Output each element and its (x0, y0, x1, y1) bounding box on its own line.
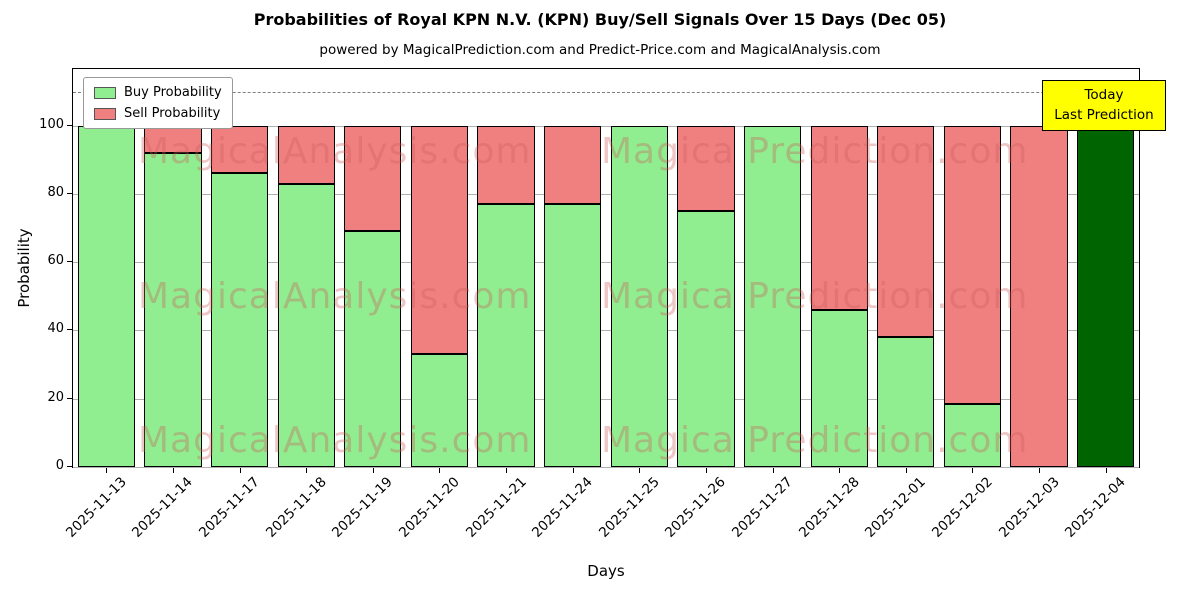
legend-item-sell: Sell Probability (94, 106, 222, 121)
x-tick-text: 2025-12-03 (995, 474, 1063, 541)
y-tick-mark (67, 261, 72, 263)
buy-bar-2025-11-27 (743, 125, 802, 467)
buy-bar-2025-11-25 (610, 125, 668, 467)
chart-title: Probabilities of Royal KPN N.V. (KPN) Bu… (253, 10, 947, 29)
y-tick-label: 80 (47, 184, 64, 200)
x-tick-text: 2025-11-28 (795, 474, 863, 541)
x-tick-mark (905, 468, 907, 473)
x-tick-text: 2025-11-21 (462, 474, 530, 541)
watermark-left: MagicalAnalysis.com (138, 131, 532, 172)
y-tick-label: 60 (47, 253, 64, 269)
sell-bar-2025-12-02 (943, 125, 1002, 404)
buy-bar-2025-11-26 (677, 211, 735, 467)
y-tick-label: 0 (55, 458, 64, 473)
y-tick-label: 100 (39, 116, 64, 132)
x-tick-mark (172, 468, 174, 473)
sell-probability-swatch-icon (94, 107, 116, 120)
watermark-right: Magica Prediction.com (601, 276, 1029, 317)
gridline-100 (73, 125, 1139, 127)
sell-bar-2025-12-03 (1010, 125, 1068, 467)
buy-bar-2025-11-19 (344, 231, 402, 467)
x-tick-mark (1039, 468, 1041, 473)
sell-bar-2025-11-24 (544, 125, 602, 205)
sell-bar-2025-11-19 (344, 125, 402, 232)
x-tick-text: 2025-11-25 (595, 474, 663, 541)
x-tick-mark (506, 468, 508, 473)
gridline-40 (73, 330, 1139, 332)
x-tick-mark (972, 468, 974, 473)
gridline-60 (73, 262, 1139, 264)
x-tick-mark (306, 468, 308, 473)
buy-bar-2025-11-14 (144, 152, 202, 467)
gridline-20 (73, 398, 1139, 400)
today-box: Today Last Prediction (1042, 80, 1166, 131)
legend-item-buy: Buy Probability (94, 85, 222, 100)
chart-subtitle: powered by MagicalPrediction.com and Pre… (319, 42, 881, 58)
buy-bar-2025-11-17 (210, 173, 269, 467)
x-tick-mark (106, 468, 108, 473)
x-axis-label: Days (587, 562, 625, 580)
today-box-line1: Today (1084, 87, 1124, 103)
buy-bar-2025-12-02 (943, 403, 1002, 467)
buy-probability-swatch-icon (94, 86, 116, 99)
watermark-right: Magica Prediction.com (601, 131, 1029, 172)
x-tick-text: 2025-11-20 (395, 474, 463, 541)
legend-sell-label: Sell Probability (124, 106, 221, 121)
x-tick-mark (372, 468, 374, 473)
x-tick-mark (772, 468, 774, 473)
y-tick-mark (67, 466, 72, 467)
x-tick-mark (439, 468, 441, 473)
y-tick-label: 40 (47, 321, 64, 337)
sell-bar-2025-11-14 (144, 125, 202, 153)
x-tick-text: 2025-12-01 (862, 474, 930, 541)
y-tick-mark (67, 124, 72, 126)
x-tick-text: 2025-12-04 (1062, 474, 1130, 541)
x-tick-mark (705, 468, 707, 473)
x-tick-mark (239, 468, 241, 473)
x-tick-text: 2025-11-27 (729, 474, 796, 541)
sell-bar-2025-11-17 (210, 125, 269, 174)
x-tick-mark (639, 468, 641, 473)
x-tick-mark (1105, 468, 1107, 473)
sell-bar-2025-11-20 (410, 125, 469, 355)
buy-bar-2025-11-21 (477, 204, 535, 467)
buy-bar-2025-11-20 (410, 354, 469, 467)
y-tick-mark (67, 329, 72, 331)
plot-area: Buy Probability Sell Probability Magical… (72, 68, 1140, 468)
x-tick-text: 2025-12-02 (928, 474, 996, 541)
watermark-left: MagicalAnalysis.com (138, 276, 532, 317)
gridline-0 (73, 467, 1139, 468)
buy-bar-2025-11-28 (810, 310, 868, 467)
y-tick-label: 20 (47, 389, 64, 405)
buy-bar-2025-11-13 (77, 125, 135, 467)
sell-bar-2025-12-01 (877, 125, 935, 338)
x-tick-text: 2025-11-17 (196, 474, 263, 541)
y-tick-mark (67, 192, 72, 194)
watermark-right: Magica Prediction.com (601, 420, 1029, 461)
x-tick-text: 2025-11-18 (262, 474, 330, 541)
x-tick-text: 2025-11-13 (62, 474, 130, 541)
sell-bar-2025-11-18 (277, 125, 335, 184)
x-tick-mark (572, 468, 574, 473)
sell-bar-2025-11-28 (810, 125, 868, 310)
buy-bar-2025-11-18 (277, 183, 335, 467)
legend-buy-label: Buy Probability (124, 85, 222, 100)
sell-bar-2025-11-26 (677, 125, 735, 211)
buy-bar-2025-12-01 (877, 337, 935, 467)
x-tick-mark (839, 468, 841, 473)
gridline-80 (73, 193, 1139, 195)
x-tick-text: 2025-11-24 (529, 474, 597, 541)
watermark-left: MagicalAnalysis.com (138, 420, 532, 461)
today-box-line2: Last Prediction (1054, 107, 1154, 124)
legend: Buy Probability Sell Probability (83, 77, 233, 129)
x-tick-text: 2025-11-19 (329, 474, 397, 541)
buy-bar-2025-12-04 (1077, 125, 1135, 467)
y-tick-mark (67, 397, 72, 399)
buy-bar-2025-11-24 (544, 204, 602, 467)
dashed-threshold-line (73, 91, 1139, 93)
x-tick-text: 2025-11-14 (129, 474, 197, 541)
sell-bar-2025-11-21 (477, 125, 535, 205)
x-tick-text: 2025-11-26 (662, 474, 730, 541)
